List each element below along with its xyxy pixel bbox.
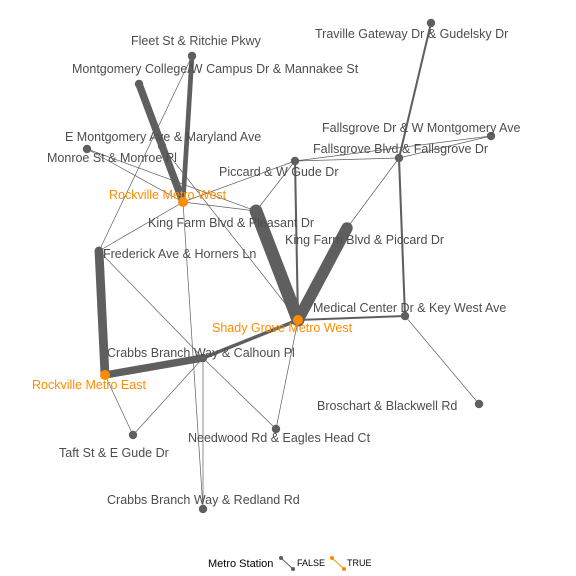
edge-crabbs_calhoun-needwood <box>202 357 277 430</box>
edge-frederick-rockville_east <box>94 246 110 380</box>
node-crabbs_redland[interactable] <box>198 504 208 514</box>
legend: Metro Station FALSE TRUE <box>208 556 372 571</box>
node-piccard_gude[interactable] <box>290 156 300 166</box>
node-fleet[interactable] <box>187 51 197 61</box>
node-label-fallsgrove_wm: Fallsgrove Dr & W Montgomery Ave <box>322 121 520 135</box>
edges-layer <box>86 21 492 510</box>
legend-true-dot-start <box>330 556 334 560</box>
node-fallsgrove_wm[interactable] <box>486 131 496 141</box>
node-label-taft: Taft St & E Gude Dr <box>59 446 169 460</box>
node-label-shady_grove: Shady Grove Metro West <box>212 321 353 335</box>
edge-piccard_gude-shady_grove <box>293 159 300 322</box>
node-label-rockville_east: Rockville Metro East <box>32 378 146 392</box>
edge-kf_piccard-shady_grove <box>292 222 353 326</box>
edge-frederick-rockville_west <box>98 201 184 252</box>
edge-fleet-frederick <box>98 55 193 252</box>
edge-piccard_gude-rockville_west <box>182 160 296 203</box>
node-kf_piccard[interactable] <box>342 223 352 233</box>
node-mc[interactable] <box>134 79 144 89</box>
node-label-frederick: Frederick Ave & Horners Ln <box>103 247 256 261</box>
node-rockville_east[interactable] <box>100 370 110 380</box>
legend-title: Metro Station <box>208 558 273 570</box>
legend-true-label: TRUE <box>347 558 372 568</box>
node-label-medical: Medical Center Dr & Key West Ave <box>313 301 506 315</box>
node-label-rockville_west: Rockville Metro West <box>109 188 227 202</box>
node-taft[interactable] <box>128 430 138 440</box>
node-traville[interactable] <box>426 18 436 28</box>
node-medical[interactable] <box>400 311 410 321</box>
node-frederick[interactable] <box>94 246 104 256</box>
node-monroe[interactable] <box>82 144 92 154</box>
node-crabbs_calhoun[interactable] <box>198 353 208 363</box>
edge-kf_piccard-fallsgrove_blvd <box>346 157 400 229</box>
edge-fallsgrove_blvd-medical <box>397 156 407 318</box>
node-label-crabbs_redland: Crabbs Branch Way & Redland Rd <box>107 493 300 507</box>
legend-key-true <box>330 556 346 571</box>
node-broschart[interactable] <box>474 399 484 409</box>
edge-traville-fallsgrove_blvd <box>397 21 433 160</box>
legend-false-dot-end <box>291 567 295 571</box>
node-rockville_west[interactable] <box>178 197 188 207</box>
edge-rockville_west-kf_pleasant <box>182 201 257 212</box>
edge-emont-rockville_west <box>161 145 184 203</box>
legend-true-dot-end <box>342 567 346 571</box>
edge-fallsgrove_wm-fallsgrove_blvd <box>398 135 492 159</box>
legend-true-line <box>331 557 345 570</box>
node-label-fleet: Fleet St & Ritchie Pkwy <box>131 34 262 48</box>
edge-fallsgrove_wm-piccard_gude <box>294 135 492 162</box>
node-label-needwood: Needwood Rd & Eagles Head Ct <box>188 431 371 445</box>
legend-false-label: FALSE <box>297 558 325 568</box>
edge-fleet-rockville_west <box>180 53 195 205</box>
edge-piccard_gude-kf_pleasant <box>255 160 296 212</box>
legend-false-line <box>280 557 294 570</box>
edge-frederick-crabbs_calhoun <box>98 250 204 359</box>
edge-crabbs_calhoun-taft <box>132 357 204 436</box>
edge-crabbs_calhoun-shady_grove <box>201 318 300 360</box>
legend-key-false <box>279 556 295 571</box>
edge-monroe-kf_pleasant <box>86 148 257 212</box>
node-label-crabbs_calhoun: Crabbs Branch Way & Calhoun Pl <box>107 346 295 360</box>
legend-false-dot-start <box>279 556 283 560</box>
edge-shady_grove-needwood <box>275 319 299 430</box>
node-needwood[interactable] <box>271 424 281 434</box>
edge-medical-broschart <box>404 315 480 405</box>
node-label-emont: E Montgomery Ave & Maryland Ave <box>65 130 261 144</box>
edge-piccard_gude-fallsgrove_blvd <box>294 157 400 162</box>
edge-rockville_west-crabbs_redland <box>182 201 204 510</box>
node-label-piccard_gude: Piccard & W Gude Dr <box>219 165 338 179</box>
node-kf_pleasant[interactable] <box>251 206 261 216</box>
node-fallsgrove_blvd[interactable] <box>394 153 404 163</box>
node-label-kf_pleasant: King Farm Blvd & Pleasant Dr <box>148 216 314 230</box>
node-label-broschart: Broschart & Blackwell Rd <box>317 399 457 413</box>
node-emont[interactable] <box>157 141 167 151</box>
nodes-layer <box>82 18 496 514</box>
node-label-kf_piccard: King Farm Blvd & Piccard Dr <box>285 233 444 247</box>
edge-shady_grove-medical <box>296 314 407 322</box>
edge-rockville_east-crabbs_calhoun <box>101 354 207 379</box>
node-label-fallsgrove_blvd: Fallsgrove Blvd & Fallsgrove Dr <box>313 142 488 156</box>
labels-layer: Fleet St & Ritchie Pkwy Traville Gateway … <box>32 27 520 507</box>
edge-emont-shady_grove <box>161 145 299 321</box>
node-shady_grove[interactable] <box>293 315 303 325</box>
node-label-mc: Montgomery College/W Campus Dr & Mannake… <box>72 62 359 76</box>
edge-kf_pleasant-shady_grove <box>249 204 305 327</box>
node-label-monroe: Monroe St & Monroe Pl <box>47 151 177 165</box>
edge-rockville_east-taft <box>104 374 134 436</box>
node-label-traville: Traville Gateway Dr & Gudelsky Dr <box>315 27 508 41</box>
